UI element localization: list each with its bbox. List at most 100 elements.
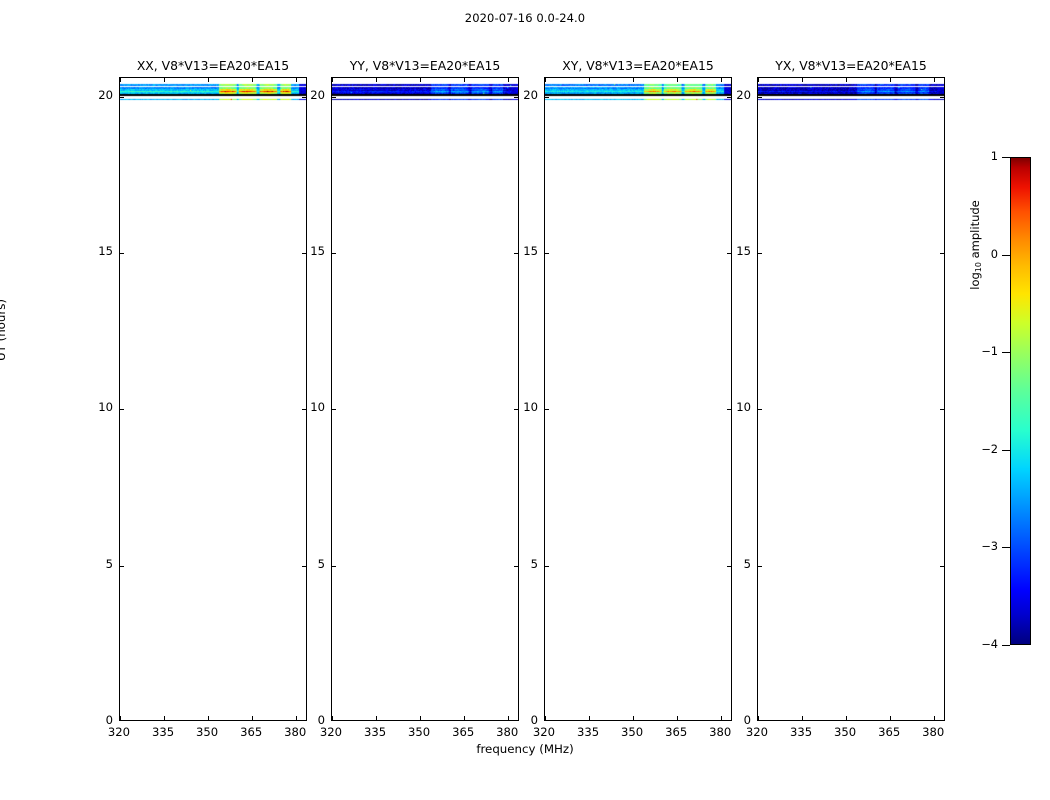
x-tick [420, 78, 422, 82]
x-tick-label: 365 [240, 725, 263, 739]
x-tick [376, 716, 378, 720]
heatmap-image-xx [120, 78, 306, 720]
y-tick [302, 409, 306, 411]
x-tick [677, 716, 679, 720]
y-tick-label: 0 [743, 713, 751, 727]
colorbar-tick-label: −2 [981, 441, 998, 456]
x-tick [252, 716, 254, 720]
y-tick [727, 565, 731, 567]
y-tick [332, 96, 336, 98]
y-tick [940, 253, 944, 255]
colorbar[interactable] [1010, 157, 1031, 645]
y-tick [545, 409, 549, 411]
y-tick [302, 565, 306, 567]
x-tick [721, 78, 723, 82]
heatmap-panel-yx[interactable] [757, 77, 945, 721]
x-tick [633, 716, 635, 720]
y-tick [940, 565, 944, 567]
x-tick [758, 78, 759, 82]
colorbar-tick [1002, 645, 1010, 646]
y-tick-label: 0 [105, 713, 113, 727]
y-tick [120, 565, 124, 567]
y-tick-label: 15 [310, 244, 325, 259]
x-tick-label: 350 [834, 725, 857, 739]
y-tick-label: 15 [523, 244, 538, 259]
x-tick [846, 78, 848, 82]
panel-title-yy: YY, V8*V13=EA20*EA15 [349, 58, 501, 73]
y-tick-label: 20 [98, 87, 113, 102]
colorbar-tick-label: 1 [990, 149, 998, 163]
x-tick [934, 716, 936, 720]
x-tick-label: 320 [745, 725, 769, 739]
x-tick-label: 365 [878, 725, 901, 739]
y-tick [545, 565, 549, 567]
x-tick [376, 78, 378, 82]
y-tick [514, 409, 518, 411]
x-tick-label: 380 [284, 725, 307, 739]
x-tick-label: 365 [452, 725, 475, 739]
x-tick [545, 78, 546, 82]
y-tick [545, 96, 549, 98]
y-tick [332, 253, 336, 255]
x-tick [545, 716, 546, 720]
y-tick-label: 20 [736, 87, 751, 102]
y-tick [940, 96, 944, 98]
x-tick [164, 716, 166, 720]
figure-suptitle: 2020-07-16 0.0-24.0 [464, 11, 586, 25]
heatmap-image-yy [332, 78, 518, 720]
y-tick [758, 409, 762, 411]
y-tick [758, 253, 762, 255]
x-tick-label: 335 [151, 725, 175, 739]
x-tick [296, 78, 298, 82]
colorbar-tick [1002, 157, 1010, 158]
x-tick-label: 335 [789, 725, 813, 739]
colorbar-label-base: log [968, 272, 982, 290]
y-tick [514, 253, 518, 255]
x-tick [802, 78, 804, 82]
x-tick-label: 335 [363, 725, 387, 739]
y-tick [940, 409, 944, 411]
x-tick [677, 78, 679, 82]
y-tick [545, 253, 549, 255]
x-tick-label: 320 [107, 725, 131, 739]
heatmap-panel-xy[interactable] [544, 77, 732, 721]
y-tick-label: 10 [310, 400, 325, 415]
panel-title-xx: XX, V8*V13=EA20*EA15 [136, 58, 290, 73]
y-tick-label: 10 [523, 400, 538, 415]
x-tick [890, 716, 892, 720]
y-tick [302, 96, 306, 98]
heatmap-image-xy [545, 78, 731, 720]
y-tick [332, 409, 336, 411]
x-tick [589, 78, 591, 82]
x-tick [208, 716, 210, 720]
y-axis-label: UT (hours) [0, 299, 8, 361]
colorbar-label: log10 amplitude [968, 160, 983, 330]
colorbar-tick [1002, 547, 1010, 549]
x-tick [508, 716, 510, 720]
y-tick [302, 253, 306, 255]
heatmap-image-yx [758, 78, 944, 720]
x-tick-label: 350 [196, 725, 219, 739]
y-tick [120, 253, 124, 255]
heatmap-panel-yy[interactable] [331, 77, 519, 721]
y-tick-label: 10 [736, 400, 751, 415]
y-tick [514, 565, 518, 567]
x-tick-label: 320 [319, 725, 343, 739]
y-tick-label: 15 [736, 244, 751, 259]
y-tick [120, 409, 124, 411]
x-tick-label: 320 [532, 725, 556, 739]
y-tick-label: 5 [317, 556, 325, 571]
y-tick [120, 96, 124, 98]
heatmap-panel-xx[interactable] [119, 77, 307, 721]
y-tick [758, 565, 762, 567]
x-tick [508, 78, 510, 82]
colorbar-tick [1002, 254, 1010, 256]
y-tick [727, 253, 731, 255]
y-tick [514, 96, 518, 98]
x-tick-label: 380 [496, 725, 519, 739]
y-tick-label: 0 [530, 713, 538, 727]
colorbar-tick-label: 0 [990, 246, 998, 261]
y-tick-label: 5 [530, 556, 538, 571]
y-tick [727, 96, 731, 98]
